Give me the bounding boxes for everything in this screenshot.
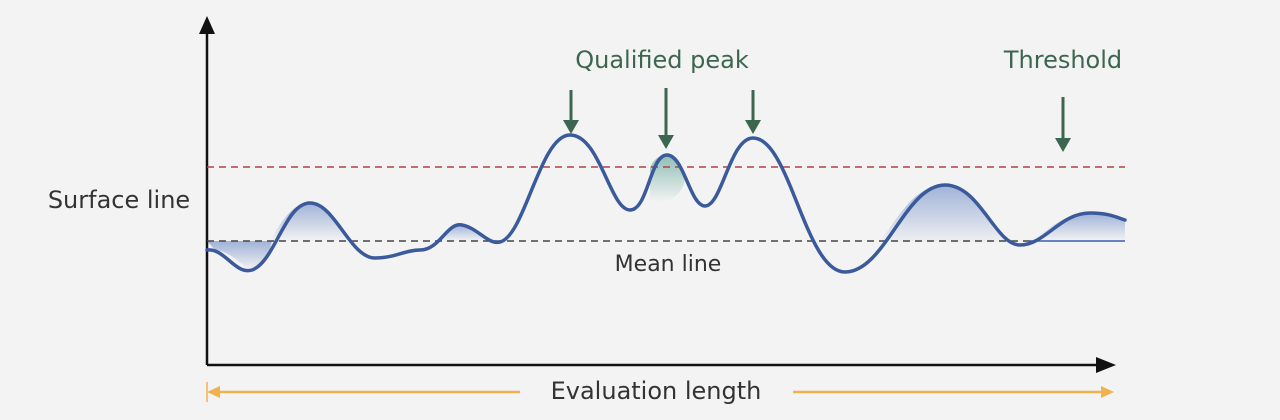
threshold-label: Threshold bbox=[1003, 46, 1122, 74]
annotation-arrows bbox=[563, 88, 1071, 152]
shade bbox=[207, 241, 272, 271]
arrowhead bbox=[1055, 138, 1071, 152]
shade bbox=[1030, 213, 1125, 241]
arrowhead bbox=[207, 386, 220, 398]
length-arrows bbox=[206, 382, 1114, 402]
y-axis-label: Surface line bbox=[48, 186, 190, 214]
x-axis-arrow bbox=[1096, 357, 1116, 373]
x-axis-label: Evaluation length bbox=[551, 377, 762, 405]
mean-line-label: Mean line bbox=[615, 252, 722, 277]
peak-label: Qualified peak bbox=[575, 46, 749, 74]
surface-profile bbox=[205, 133, 1127, 274]
y-axis-arrow bbox=[199, 16, 215, 34]
arrowhead bbox=[658, 135, 674, 149]
arrowhead bbox=[745, 120, 761, 134]
arrowhead bbox=[563, 120, 579, 134]
arrowhead bbox=[1101, 386, 1114, 398]
